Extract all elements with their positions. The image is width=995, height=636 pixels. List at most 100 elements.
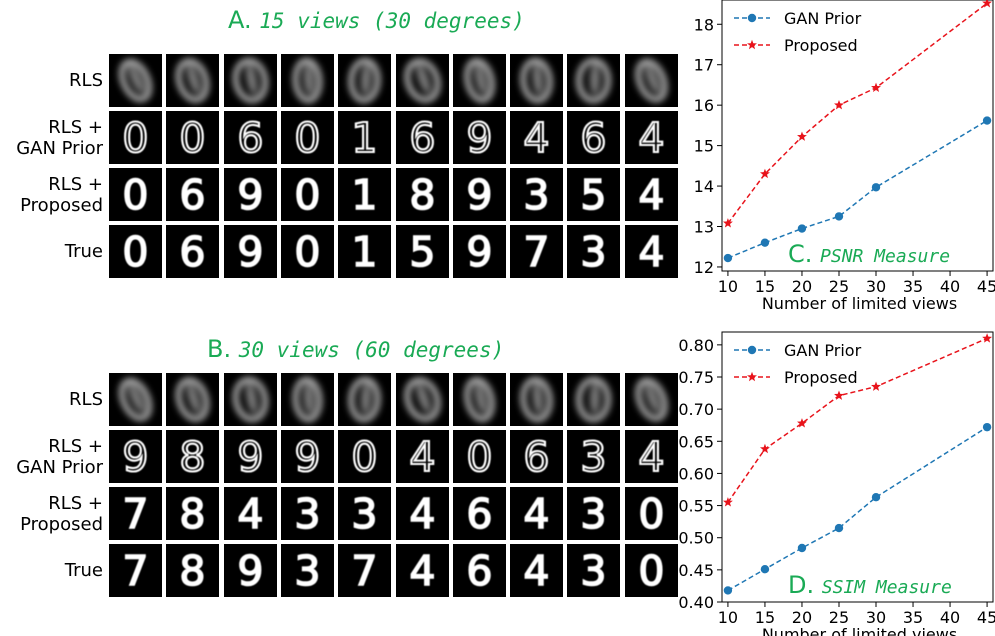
digit-image: 0 bbox=[280, 111, 334, 164]
digit-image: 0 bbox=[338, 430, 392, 483]
proposed-row-label-line: RLS + bbox=[48, 492, 103, 514]
svg-text:9: 9 bbox=[237, 547, 263, 595]
y-tick-label: 0.45 bbox=[678, 561, 714, 580]
svg-text:3: 3 bbox=[294, 490, 320, 538]
y-tick-label: 14 bbox=[694, 177, 714, 196]
chart-measure-name: SSIM Measure bbox=[822, 577, 952, 598]
digit-image: 3 bbox=[567, 430, 621, 483]
digit-image: 9 bbox=[452, 168, 506, 221]
digit-image bbox=[395, 373, 449, 426]
digit-image: 7 bbox=[510, 225, 564, 278]
digit-image: 5 bbox=[395, 225, 449, 278]
svg-text:0: 0 bbox=[294, 171, 320, 219]
panel-a-description: 15 views (30 degrees) bbox=[259, 9, 525, 33]
gan-prior-row-label: RLS + GAN Prior bbox=[16, 436, 103, 478]
x-tick-label: 30 bbox=[866, 277, 886, 296]
y-tick-label: 0.75 bbox=[678, 368, 714, 387]
digit-image: 9 bbox=[109, 430, 162, 483]
digit-image: 4 bbox=[395, 544, 449, 597]
digit-image bbox=[452, 373, 506, 426]
digit-image: 3 bbox=[280, 487, 334, 540]
data-point bbox=[797, 224, 807, 233]
digit-image: 0 bbox=[280, 168, 334, 221]
svg-text:0: 0 bbox=[122, 171, 148, 219]
digit-image: 3 bbox=[510, 168, 564, 221]
svg-text:3: 3 bbox=[524, 171, 550, 219]
svg-text:8: 8 bbox=[180, 547, 206, 595]
data-point bbox=[871, 493, 881, 502]
plot-frame bbox=[721, 331, 994, 603]
x-tick-label: 10 bbox=[718, 608, 738, 627]
digit-image: 6 bbox=[452, 544, 506, 597]
data-point bbox=[797, 543, 807, 553]
digit-image bbox=[280, 54, 334, 107]
y-tick-label: 0.65 bbox=[678, 432, 714, 451]
y-tick-label: 0.50 bbox=[678, 529, 714, 548]
data-point bbox=[871, 183, 881, 192]
data-point bbox=[871, 381, 881, 391]
x-tick-label: 30 bbox=[866, 608, 886, 627]
digit-image: 0 bbox=[280, 225, 334, 278]
svg-text:3: 3 bbox=[581, 547, 607, 595]
legend-label: Proposed bbox=[784, 368, 858, 387]
svg-text:0: 0 bbox=[352, 433, 378, 481]
svg-text:4: 4 bbox=[524, 547, 550, 595]
svg-text:7: 7 bbox=[122, 490, 148, 538]
svg-text:0: 0 bbox=[466, 433, 492, 481]
digit-image: 6 bbox=[452, 487, 506, 540]
gan-prior-row-label: RLS + GAN Prior bbox=[16, 117, 103, 159]
digit-image: 4 bbox=[624, 225, 678, 278]
svg-text:0: 0 bbox=[638, 547, 664, 595]
svg-text:0: 0 bbox=[638, 490, 664, 538]
digit-image: 9 bbox=[280, 430, 334, 483]
digit-image bbox=[109, 54, 162, 107]
chart-panel-letter: C. bbox=[788, 240, 820, 268]
rls-row-label-line: RLS bbox=[69, 70, 103, 91]
svg-text:9: 9 bbox=[237, 228, 263, 276]
svg-text:9: 9 bbox=[466, 228, 492, 276]
digit-image: 7 bbox=[109, 487, 162, 540]
plot-frame bbox=[721, 0, 994, 272]
data-point bbox=[834, 523, 844, 533]
digit-image: 9 bbox=[452, 111, 506, 164]
svg-text:3: 3 bbox=[581, 228, 607, 276]
x-tick-label: 40 bbox=[940, 277, 960, 296]
proposed-row-label-line: Proposed bbox=[20, 513, 103, 535]
digit-image: 7 bbox=[338, 544, 392, 597]
digit-image: 8 bbox=[395, 168, 449, 221]
rls-row-label: RLS bbox=[69, 70, 103, 91]
svg-text:4: 4 bbox=[237, 490, 263, 538]
legend-marker bbox=[747, 13, 757, 23]
y-tick-label: 0.40 bbox=[678, 593, 714, 612]
digit-image: 0 bbox=[452, 430, 506, 483]
digit-image: 0 bbox=[624, 544, 678, 597]
digit-image: 6 bbox=[567, 111, 621, 164]
svg-text:6: 6 bbox=[409, 114, 435, 162]
y-tick-label: 18 bbox=[694, 15, 714, 34]
x-tick-label: 35 bbox=[903, 608, 923, 627]
svg-text:4: 4 bbox=[638, 228, 664, 276]
gan-prior-row-label-line: RLS + bbox=[48, 435, 103, 457]
legend-marker bbox=[747, 371, 757, 382]
data-point bbox=[723, 253, 733, 263]
svg-text:5: 5 bbox=[581, 171, 607, 219]
y-tick-label: 13 bbox=[694, 218, 714, 237]
digit-image: 3 bbox=[567, 544, 621, 597]
data-point bbox=[722, 497, 733, 507]
svg-text:3: 3 bbox=[581, 433, 607, 481]
data-point bbox=[760, 443, 770, 454]
svg-text:6: 6 bbox=[180, 171, 206, 219]
panel-b-description: 30 views (60 degrees) bbox=[238, 338, 505, 362]
svg-text:9: 9 bbox=[237, 433, 263, 481]
svg-text:0: 0 bbox=[294, 114, 320, 162]
series-line-gan-prior bbox=[727, 119, 988, 259]
svg-text:7: 7 bbox=[524, 228, 550, 276]
y-tick-label: 0.70 bbox=[678, 400, 714, 419]
svg-text:5: 5 bbox=[409, 228, 435, 276]
data-point bbox=[760, 565, 770, 574]
digit-image: 3 bbox=[280, 544, 334, 597]
digit-image: 4 bbox=[510, 111, 564, 164]
proposed-row-label-line: Proposed bbox=[20, 194, 103, 216]
x-tick-label: 40 bbox=[940, 608, 960, 627]
digit-image: 0 bbox=[109, 111, 162, 164]
